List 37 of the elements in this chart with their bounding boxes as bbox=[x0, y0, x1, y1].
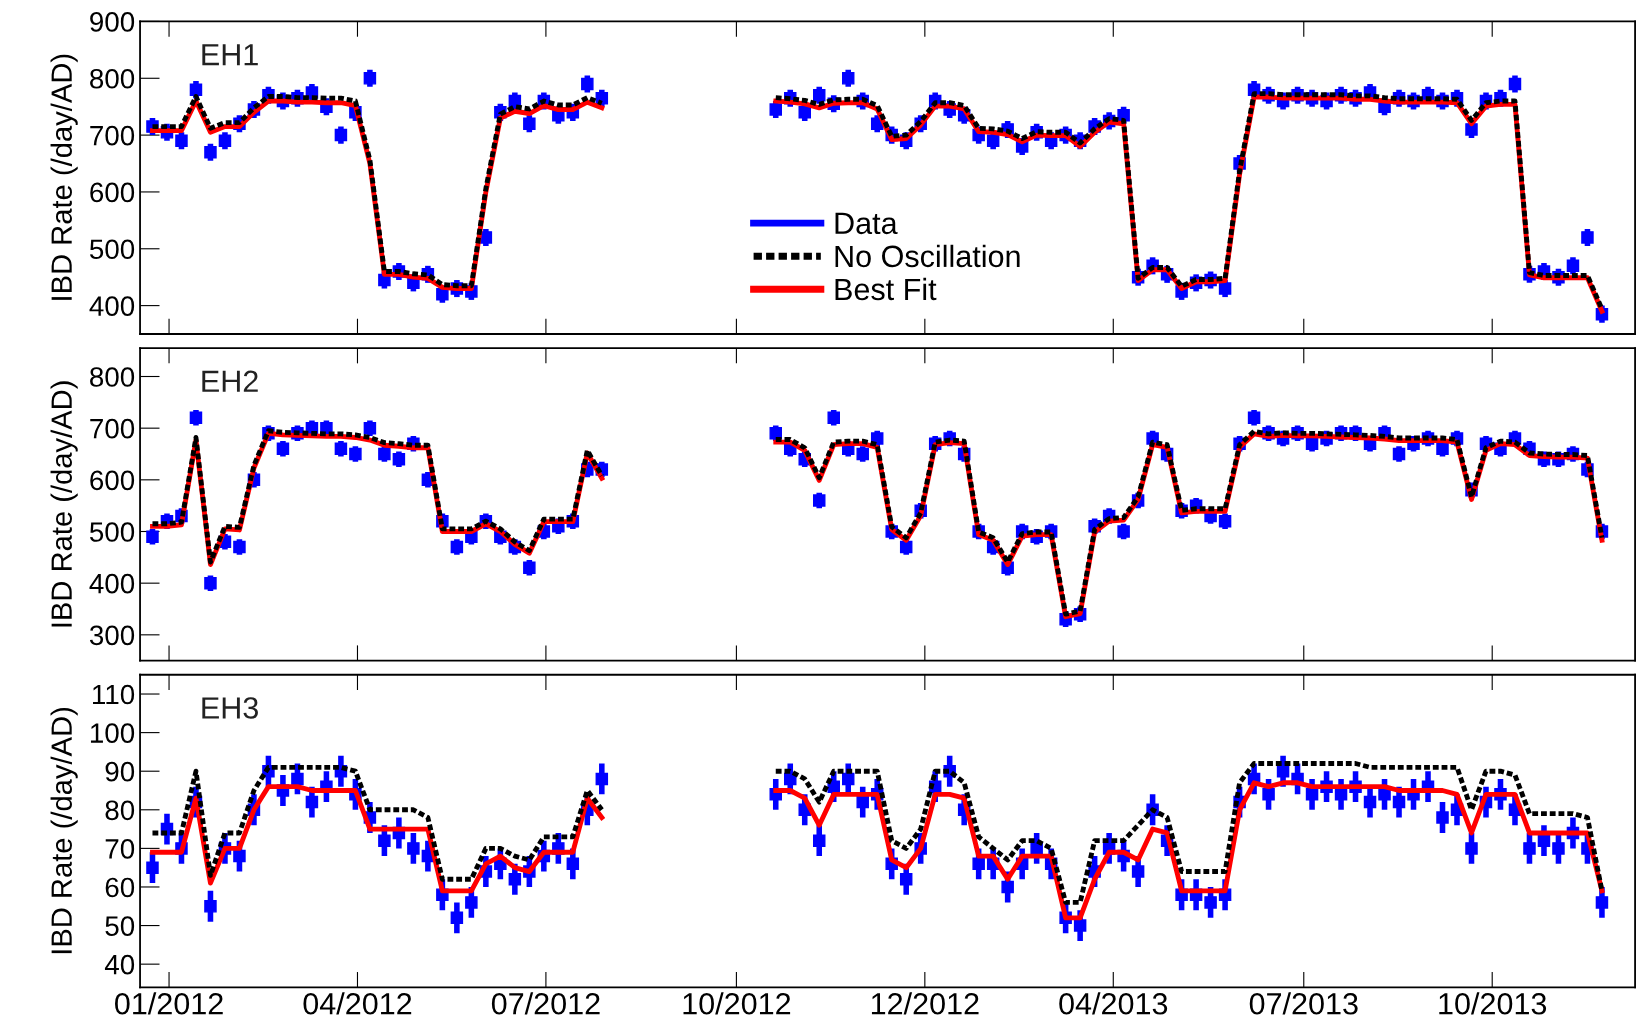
x-tick-label: 10/2013 bbox=[1439, 992, 1547, 1015]
y-axis-title: IBD Rate (/day/AD) bbox=[50, 381, 78, 627]
x-tick-label: 04/2012 bbox=[303, 992, 412, 1015]
y-axis-title: IBD Rate (/day/AD) bbox=[50, 708, 78, 954]
y-tick-label: 600 bbox=[90, 182, 135, 203]
y-tick-label: 100 bbox=[90, 723, 135, 743]
y-tick-label: 40 bbox=[104, 954, 135, 975]
legend-label: Data bbox=[835, 212, 898, 235]
y-tick-label: 50 bbox=[105, 916, 135, 936]
legend-label: Best Fit bbox=[835, 277, 937, 301]
annotation: EH3 bbox=[202, 697, 258, 719]
y-tick-label: 700 bbox=[90, 418, 135, 439]
legend-label: No Oscillation bbox=[835, 244, 1020, 268]
y-tick-label: 90 bbox=[105, 761, 135, 782]
y-axis-title: IBD Rate (/day/AD) bbox=[50, 54, 78, 300]
y-tick-label: 500 bbox=[89, 522, 135, 542]
y-tick-label: 110 bbox=[93, 684, 135, 705]
annotation: EH1 bbox=[202, 44, 258, 66]
x-tick-label: 04/2013 bbox=[1059, 992, 1168, 1015]
y-tick-label: 70 bbox=[105, 839, 135, 859]
y-tick-label: 900 bbox=[90, 12, 135, 32]
y-tick-label: 400 bbox=[89, 296, 135, 316]
y-tick-label: 400 bbox=[89, 573, 135, 594]
x-tick-label: 07/2012 bbox=[491, 992, 600, 1015]
y-tick-label: 60 bbox=[105, 877, 135, 898]
x-tick-label: 01/2012 bbox=[115, 992, 223, 1015]
y-tick-label: 300 bbox=[89, 625, 135, 646]
x-tick-label: 12/2012 bbox=[871, 992, 979, 1015]
y-tick-label: 800 bbox=[90, 68, 135, 89]
x-tick-label: 10/2012 bbox=[683, 992, 791, 1015]
annotation: EH2 bbox=[202, 370, 258, 392]
y-tick-label: 80 bbox=[105, 800, 135, 821]
x-tick-label: 07/2013 bbox=[1249, 992, 1358, 1015]
y-tick-label: 800 bbox=[90, 367, 135, 387]
y-tick-label: 700 bbox=[90, 125, 135, 146]
y-tick-label: 500 bbox=[89, 239, 135, 260]
y-tick-label: 600 bbox=[90, 470, 135, 491]
